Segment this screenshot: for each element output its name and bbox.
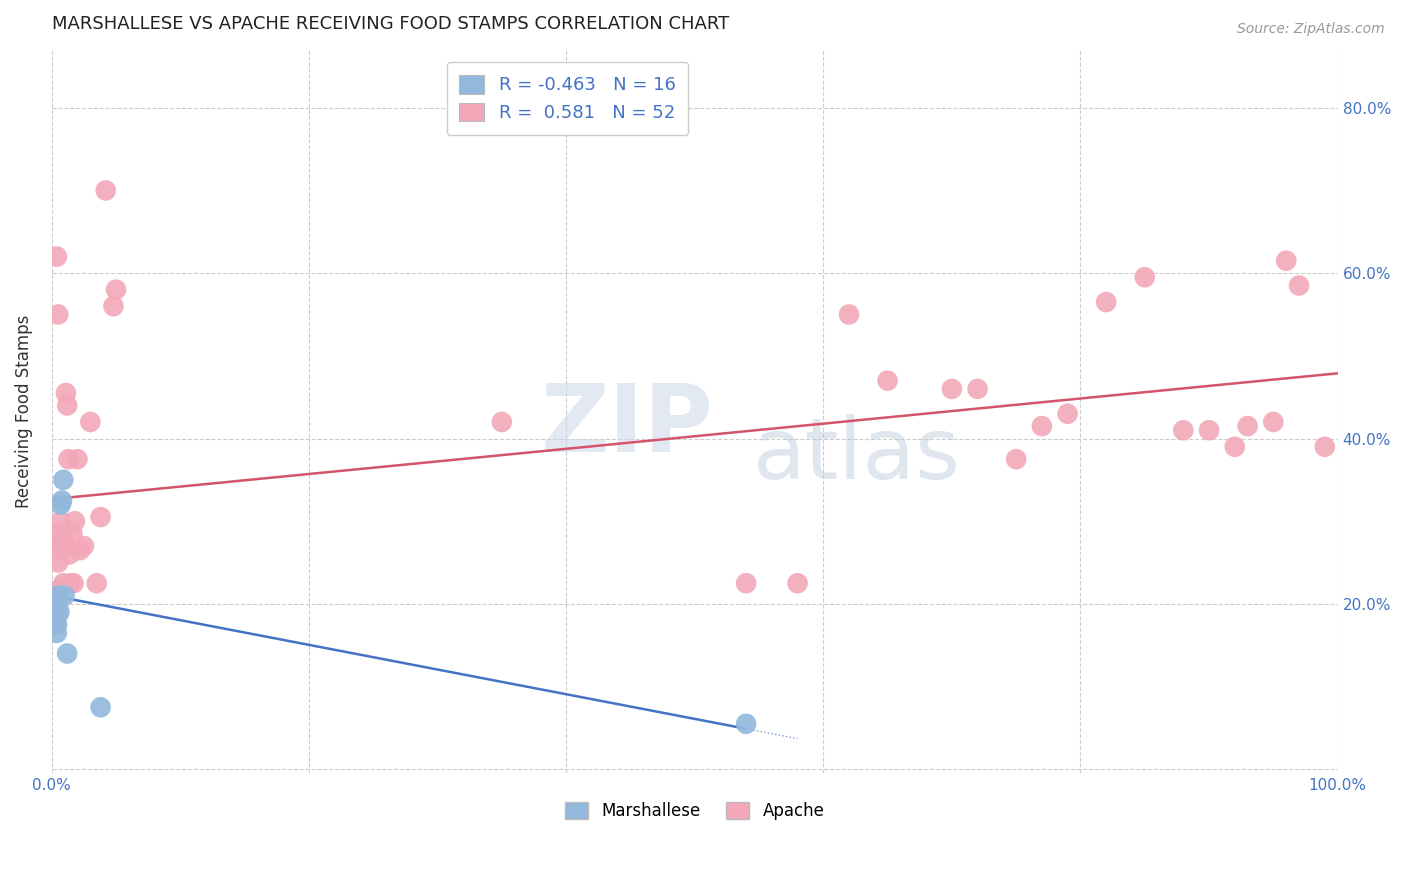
Point [49, 498, 72, 512]
Point [838, 308, 860, 322]
Point [90, 700, 112, 714]
Point [69, 543, 91, 558]
Point [45, 617, 67, 632]
Point [51, 493, 73, 508]
Point [1133, 270, 1156, 285]
Point [876, 374, 898, 388]
Point [45, 592, 67, 607]
Point [59, 547, 82, 561]
Point [48, 526, 70, 541]
Point [53, 539, 76, 553]
Point [55, 386, 77, 401]
Point [735, 716, 758, 731]
Point [46, 589, 69, 603]
Point [94, 183, 117, 197]
Point [66, 452, 89, 467]
Point [45, 609, 67, 624]
Point [786, 576, 808, 591]
Point [48, 534, 70, 549]
Point [1236, 419, 1258, 434]
Text: MARSHALLESE VS APACHE RECEIVING FOOD STAMPS CORRELATION CHART: MARSHALLESE VS APACHE RECEIVING FOOD STA… [52, 15, 728, 33]
Point [60, 526, 83, 541]
Point [103, 299, 125, 313]
Text: ZIP: ZIP [540, 380, 713, 472]
Point [1198, 423, 1220, 437]
Point [86, 576, 108, 591]
Point [941, 382, 963, 396]
Legend: Marshallese, Apache: Marshallese, Apache [558, 795, 831, 827]
Point [45, 617, 67, 632]
Point [52, 473, 75, 487]
Point [79, 415, 101, 429]
Y-axis label: Receiving Food Stamps: Receiving Food Stamps [15, 315, 32, 508]
Point [56, 399, 79, 413]
Point [1288, 278, 1310, 293]
Point [53, 589, 76, 603]
Point [105, 283, 128, 297]
Point [58, 452, 80, 467]
Point [1095, 295, 1118, 310]
Point [735, 576, 758, 591]
Point [51, 580, 73, 594]
Point [60, 576, 83, 591]
Text: atlas: atlas [752, 414, 960, 497]
Point [1223, 440, 1246, 454]
Point [56, 647, 79, 661]
Point [1275, 253, 1298, 268]
Point [52, 576, 75, 591]
Point [1173, 423, 1195, 437]
Point [1313, 440, 1336, 454]
Point [73, 539, 96, 553]
Point [966, 382, 988, 396]
Point [51, 531, 73, 545]
Point [48, 605, 70, 619]
Point [49, 514, 72, 528]
Text: Source: ZipAtlas.com: Source: ZipAtlas.com [1237, 22, 1385, 37]
Point [45, 625, 67, 640]
Point [45, 617, 67, 632]
Point [53, 534, 76, 549]
Point [1005, 452, 1028, 467]
Point [45, 617, 67, 632]
Point [45, 250, 67, 264]
Point [62, 576, 84, 591]
Point [491, 415, 513, 429]
Point [90, 510, 112, 524]
Point [46, 308, 69, 322]
Point [49, 543, 72, 558]
Point [1263, 415, 1285, 429]
Point [46, 556, 69, 570]
Point [1031, 419, 1053, 434]
Point [45, 605, 67, 619]
Point [1056, 407, 1078, 421]
Point [45, 605, 67, 619]
Point [46, 601, 69, 615]
Point [63, 514, 86, 528]
